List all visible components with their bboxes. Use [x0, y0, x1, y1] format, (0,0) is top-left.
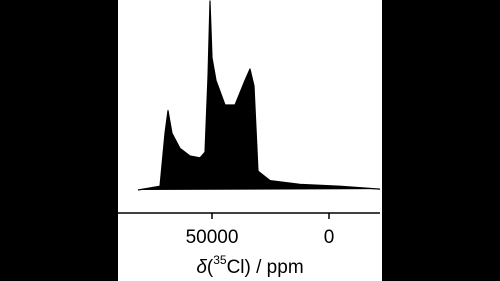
- x-tick-label: 50000: [186, 227, 239, 248]
- symbol: δ: [196, 257, 207, 278]
- spectrum: [137, 0, 381, 191]
- x-axis-label: δ(35Cl) / ppm: [196, 253, 303, 278]
- paren: (: [207, 257, 214, 278]
- x-tick-label: 0: [324, 227, 335, 248]
- label-rest: Cl) / ppm: [227, 257, 304, 278]
- mass-number: 35: [213, 253, 227, 267]
